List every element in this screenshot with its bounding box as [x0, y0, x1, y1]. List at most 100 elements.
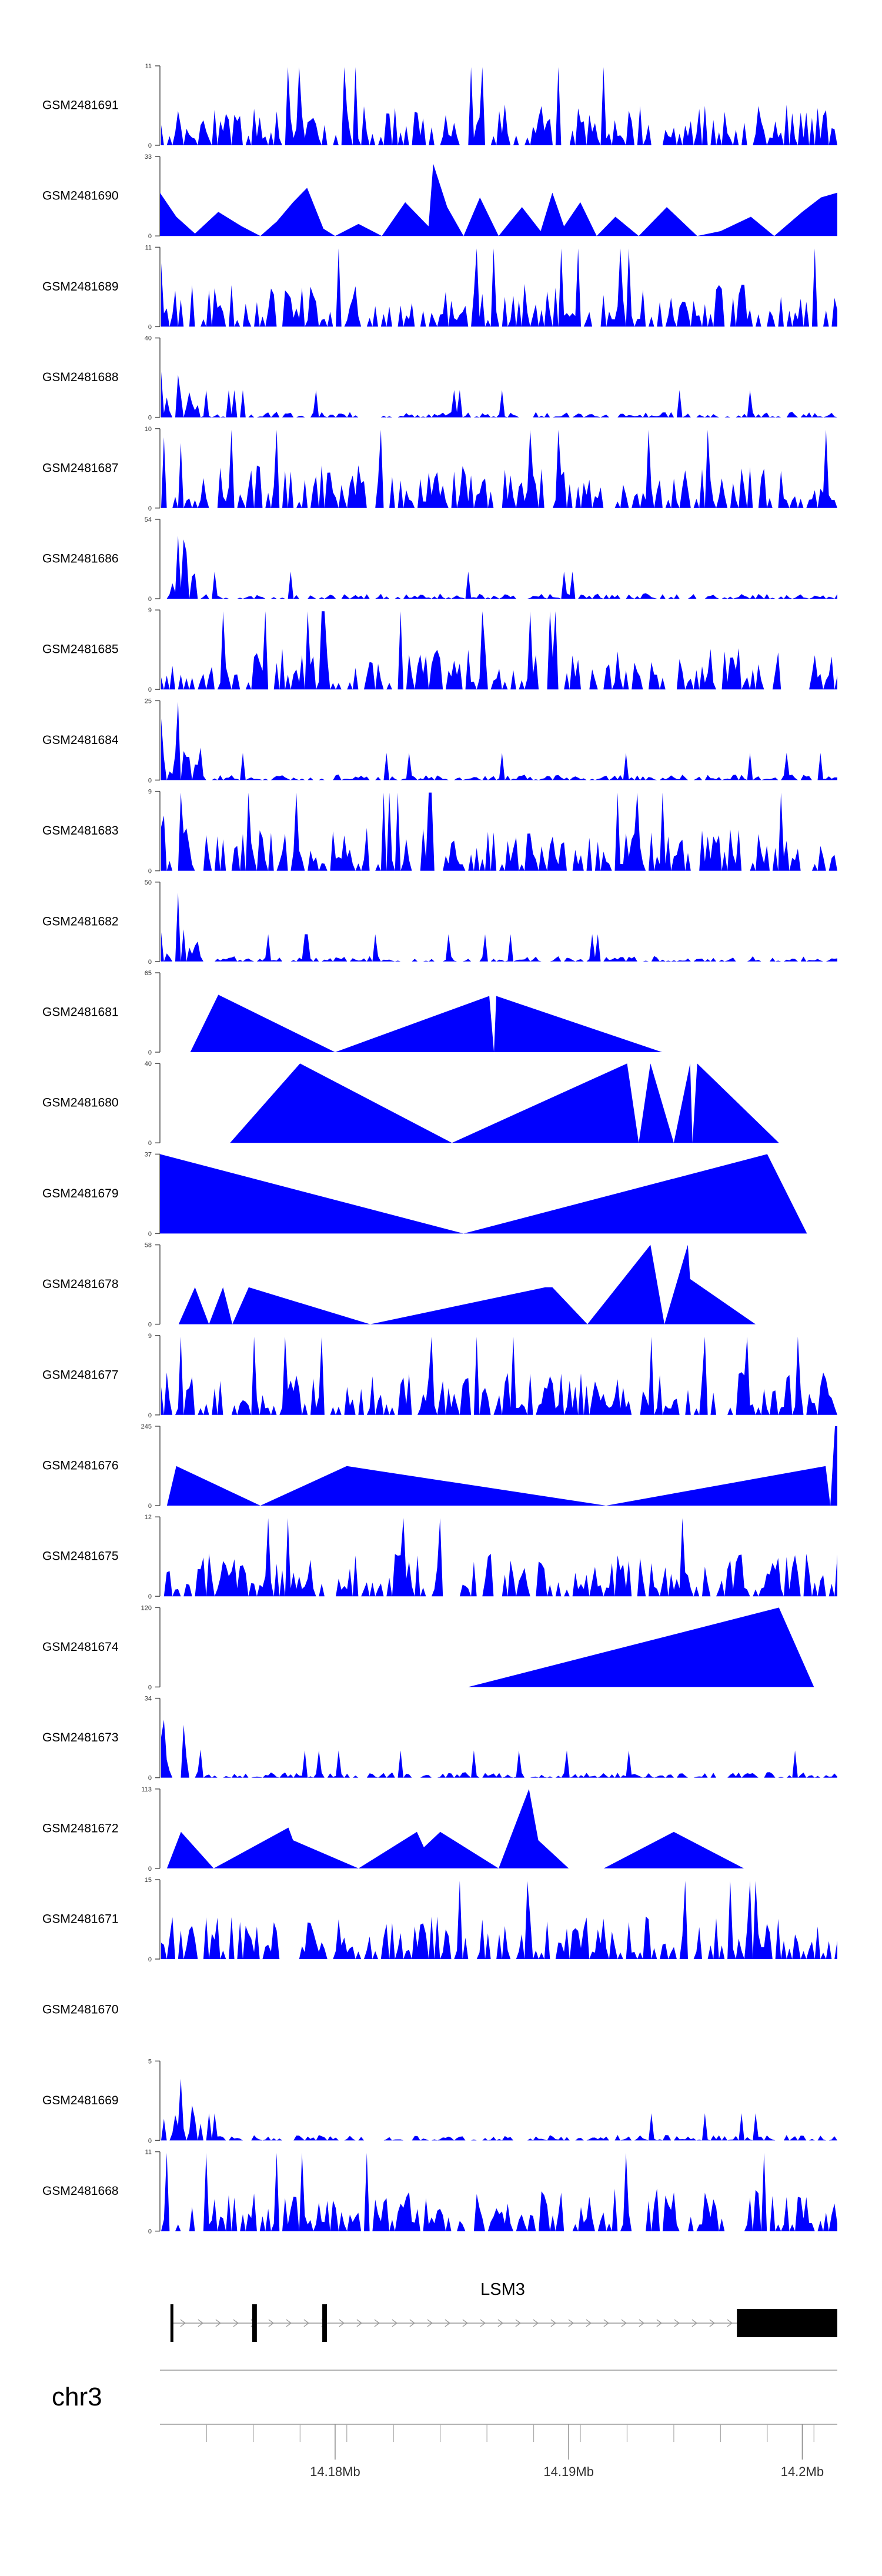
track-GSM2481676: GSM2481676 245 0 [42, 1423, 837, 1510]
y-axis-min-label: 0 [148, 323, 152, 331]
strand-arrow [215, 2319, 222, 2327]
track-label: GSM2481685 [42, 643, 119, 656]
strand-arrow [550, 2319, 557, 2327]
y-axis-max-label: 5 [148, 2058, 152, 2065]
y-axis-max-label: 15 [145, 1877, 152, 1884]
y-axis-max-label: 11 [145, 2149, 152, 2156]
y-axis-min-label: 0 [148, 1322, 152, 1329]
track-GSM2481681: GSM2481681 65 0 [42, 970, 663, 1056]
y-axis-max-label: 33 [145, 154, 152, 161]
strand-arrow [533, 2319, 539, 2327]
track-label: GSM2481683 [42, 824, 119, 837]
track-GSM2481686: GSM2481686 54 0 [42, 516, 837, 603]
track-label: GSM2481673 [42, 1731, 119, 1744]
y-axis: 11 0 [145, 2149, 161, 2235]
y-axis-max-label: 65 [145, 970, 152, 977]
strand-arrow [727, 2319, 733, 2327]
track-label: GSM2481691 [42, 99, 119, 112]
coverage-area [161, 893, 837, 962]
y-axis-min-label: 0 [148, 686, 152, 693]
track-GSM2481669: GSM2481669 50 [42, 2058, 837, 2144]
y-axis-min-label: 0 [148, 233, 152, 240]
y-axis-min-label: 0 [148, 1140, 152, 1147]
track-label: GSM2481690 [42, 189, 119, 203]
track-GSM2481679: GSM2481679 37 0 [42, 1151, 807, 1237]
track-GSM2481668: GSM2481668 11 0 [42, 2149, 837, 2235]
track-label: GSM2481689 [42, 280, 119, 293]
y-axis: 90 [148, 789, 161, 875]
y-axis-min-label: 0 [148, 1412, 152, 1419]
y-axis: 40 0 [145, 1060, 161, 1147]
track-label: GSM2481676 [42, 1459, 119, 1473]
y-axis: 245 0 [141, 1423, 161, 1510]
tick-label: 14.19Mb [543, 2464, 594, 2479]
coverage-area [178, 1244, 756, 1324]
y-axis-min-label: 0 [148, 1684, 152, 1691]
coverage-area [190, 995, 663, 1052]
strand-arrow [674, 2319, 680, 2327]
track-GSM2481678: GSM2481678 58 0 [42, 1242, 756, 1329]
y-axis-max-label: 11 [145, 63, 152, 70]
coverage-area [161, 611, 837, 690]
y-axis: 90 [148, 1333, 161, 1419]
coverage-area [160, 163, 837, 236]
tick-label: 14.18Mb [310, 2464, 360, 2479]
y-axis: 11 0 [145, 63, 161, 149]
strand-arrow [515, 2319, 522, 2327]
strand-arrow [568, 2319, 574, 2327]
track-label: GSM2481668 [42, 2184, 119, 2198]
y-axis-min-label: 0 [148, 1866, 152, 1873]
y-axis-max-label: 9 [148, 789, 152, 796]
track-GSM2481689: GSM2481689 11 0 [42, 244, 837, 331]
track-GSM2481688: GSM2481688 40 0 [42, 335, 837, 422]
strand-arrow [656, 2319, 663, 2327]
coverage-area [161, 1518, 837, 1597]
y-axis: 34 0 [145, 1696, 161, 1782]
strand-arrow [409, 2319, 416, 2327]
track-label: GSM2481669 [42, 2094, 119, 2107]
strand-arrow [586, 2319, 592, 2327]
coverage-area [161, 536, 837, 599]
y-axis-max-label: 10 [145, 426, 152, 433]
strand-arrow [691, 2319, 698, 2327]
y-axis-min-label: 0 [148, 1503, 152, 1510]
y-axis-max-label: 50 [145, 879, 152, 886]
y-axis-min-label: 0 [148, 1593, 152, 1600]
track-label: GSM2481672 [42, 1821, 119, 1835]
track-label: GSM2481682 [42, 915, 119, 928]
y-axis-min-label: 0 [148, 2228, 152, 2235]
y-axis-max-label: 12 [145, 1514, 152, 1521]
y-axis: 50 [148, 2058, 161, 2144]
track-GSM2481675: GSM2481675 12 0 [42, 1514, 837, 1600]
gene-exon [170, 2304, 173, 2342]
gene-exon [737, 2309, 837, 2337]
y-axis: 58 0 [145, 1242, 161, 1329]
track-label: GSM2481679 [42, 1187, 119, 1200]
coverage-area [161, 248, 837, 327]
y-axis: 11 0 [145, 244, 161, 331]
y-axis-max-label: 9 [148, 1333, 152, 1340]
y-axis: 15 0 [145, 1877, 161, 1963]
track-label: GSM2481671 [42, 1913, 119, 1926]
y-axis: 54 0 [145, 516, 161, 603]
track-GSM2481690: GSM2481690 33 0 [42, 154, 837, 240]
y-axis: 33 0 [145, 154, 161, 240]
strand-arrow [462, 2319, 469, 2327]
track-GSM2481670: GSM2481670 [42, 2003, 119, 2017]
y-axis-max-label: 245 [141, 1423, 152, 1430]
strand-arrow [445, 2319, 451, 2327]
track-label: GSM2481680 [42, 1096, 119, 1110]
strand-arrow [286, 2319, 292, 2327]
y-axis: 50 0 [145, 879, 161, 966]
strand-arrow [603, 2319, 610, 2327]
y-axis-min-label: 0 [148, 777, 152, 784]
track-panel: GSM2481691110GSM2481690330GSM2481689110G… [42, 63, 837, 2235]
strand-arrow [480, 2319, 486, 2327]
coverage-area [161, 1336, 837, 1415]
strand-arrow [709, 2319, 716, 2327]
strand-arrow [268, 2319, 275, 2327]
strand-arrow [303, 2319, 310, 2327]
track-GSM2481687: GSM2481687 10 0 [42, 426, 837, 512]
